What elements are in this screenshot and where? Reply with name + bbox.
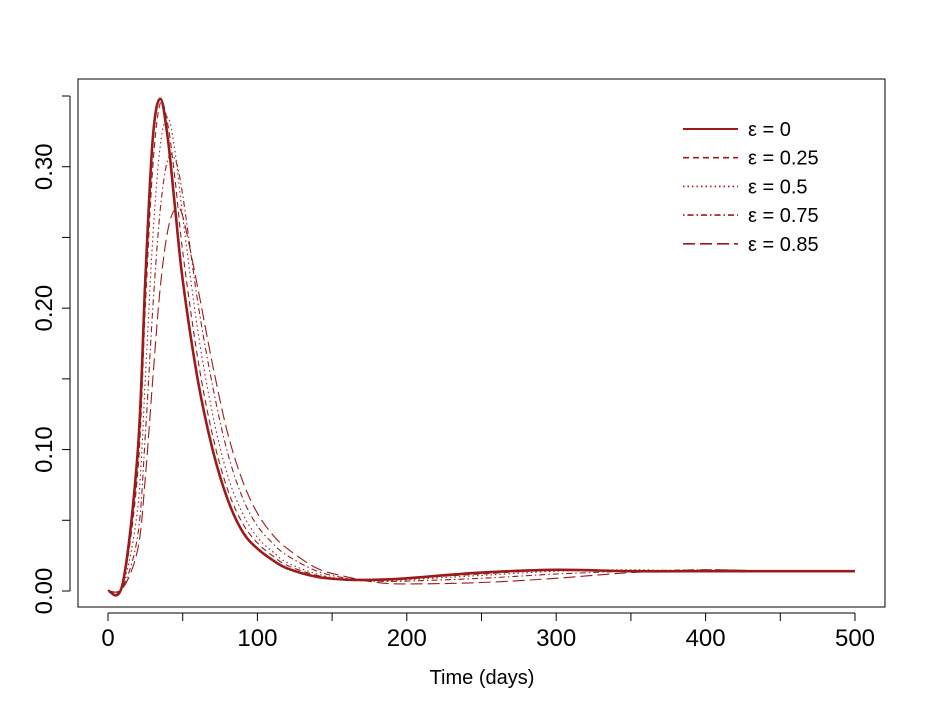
- x-axis: 0 100 200 300 400 500: [101, 612, 875, 652]
- series-line: [107, 116, 855, 594]
- x-tick-label: 500: [835, 625, 875, 652]
- legend-label: ε = 0.75: [748, 205, 819, 227]
- plot-frame: [77, 78, 886, 608]
- series-line: [107, 206, 856, 593]
- series-layer: [106, 97, 856, 597]
- series-line: [107, 153, 856, 593]
- y-tick-label: 0.10: [31, 426, 58, 473]
- x-tick-label: 400: [686, 625, 726, 652]
- x-tick-label: 0: [101, 625, 114, 652]
- y-tick-label: 0.00: [31, 568, 58, 615]
- x-tick-label: 100: [237, 625, 277, 652]
- legend-label: ε = 0.5: [748, 176, 808, 198]
- series-line: [106, 97, 855, 597]
- x-tick-label: 300: [536, 625, 576, 652]
- x-axis-title: Time (days): [430, 667, 535, 689]
- legend-label: ε = 0.25: [748, 148, 819, 170]
- legend-label: ε = 0.85: [748, 234, 819, 256]
- y-axis: 0.00 0.10 0.20 0.30: [31, 95, 71, 615]
- x-tick-label: 200: [387, 625, 427, 652]
- legend-label: ε = 0: [748, 119, 791, 141]
- y-tick-label: 0.30: [31, 143, 58, 190]
- y-tick-label: 0.20: [31, 285, 58, 332]
- series-line: [107, 100, 855, 596]
- legend: ε = 0 ε = 0.25 ε = 0.5 ε = 0.75 ε = 0.85: [683, 119, 819, 256]
